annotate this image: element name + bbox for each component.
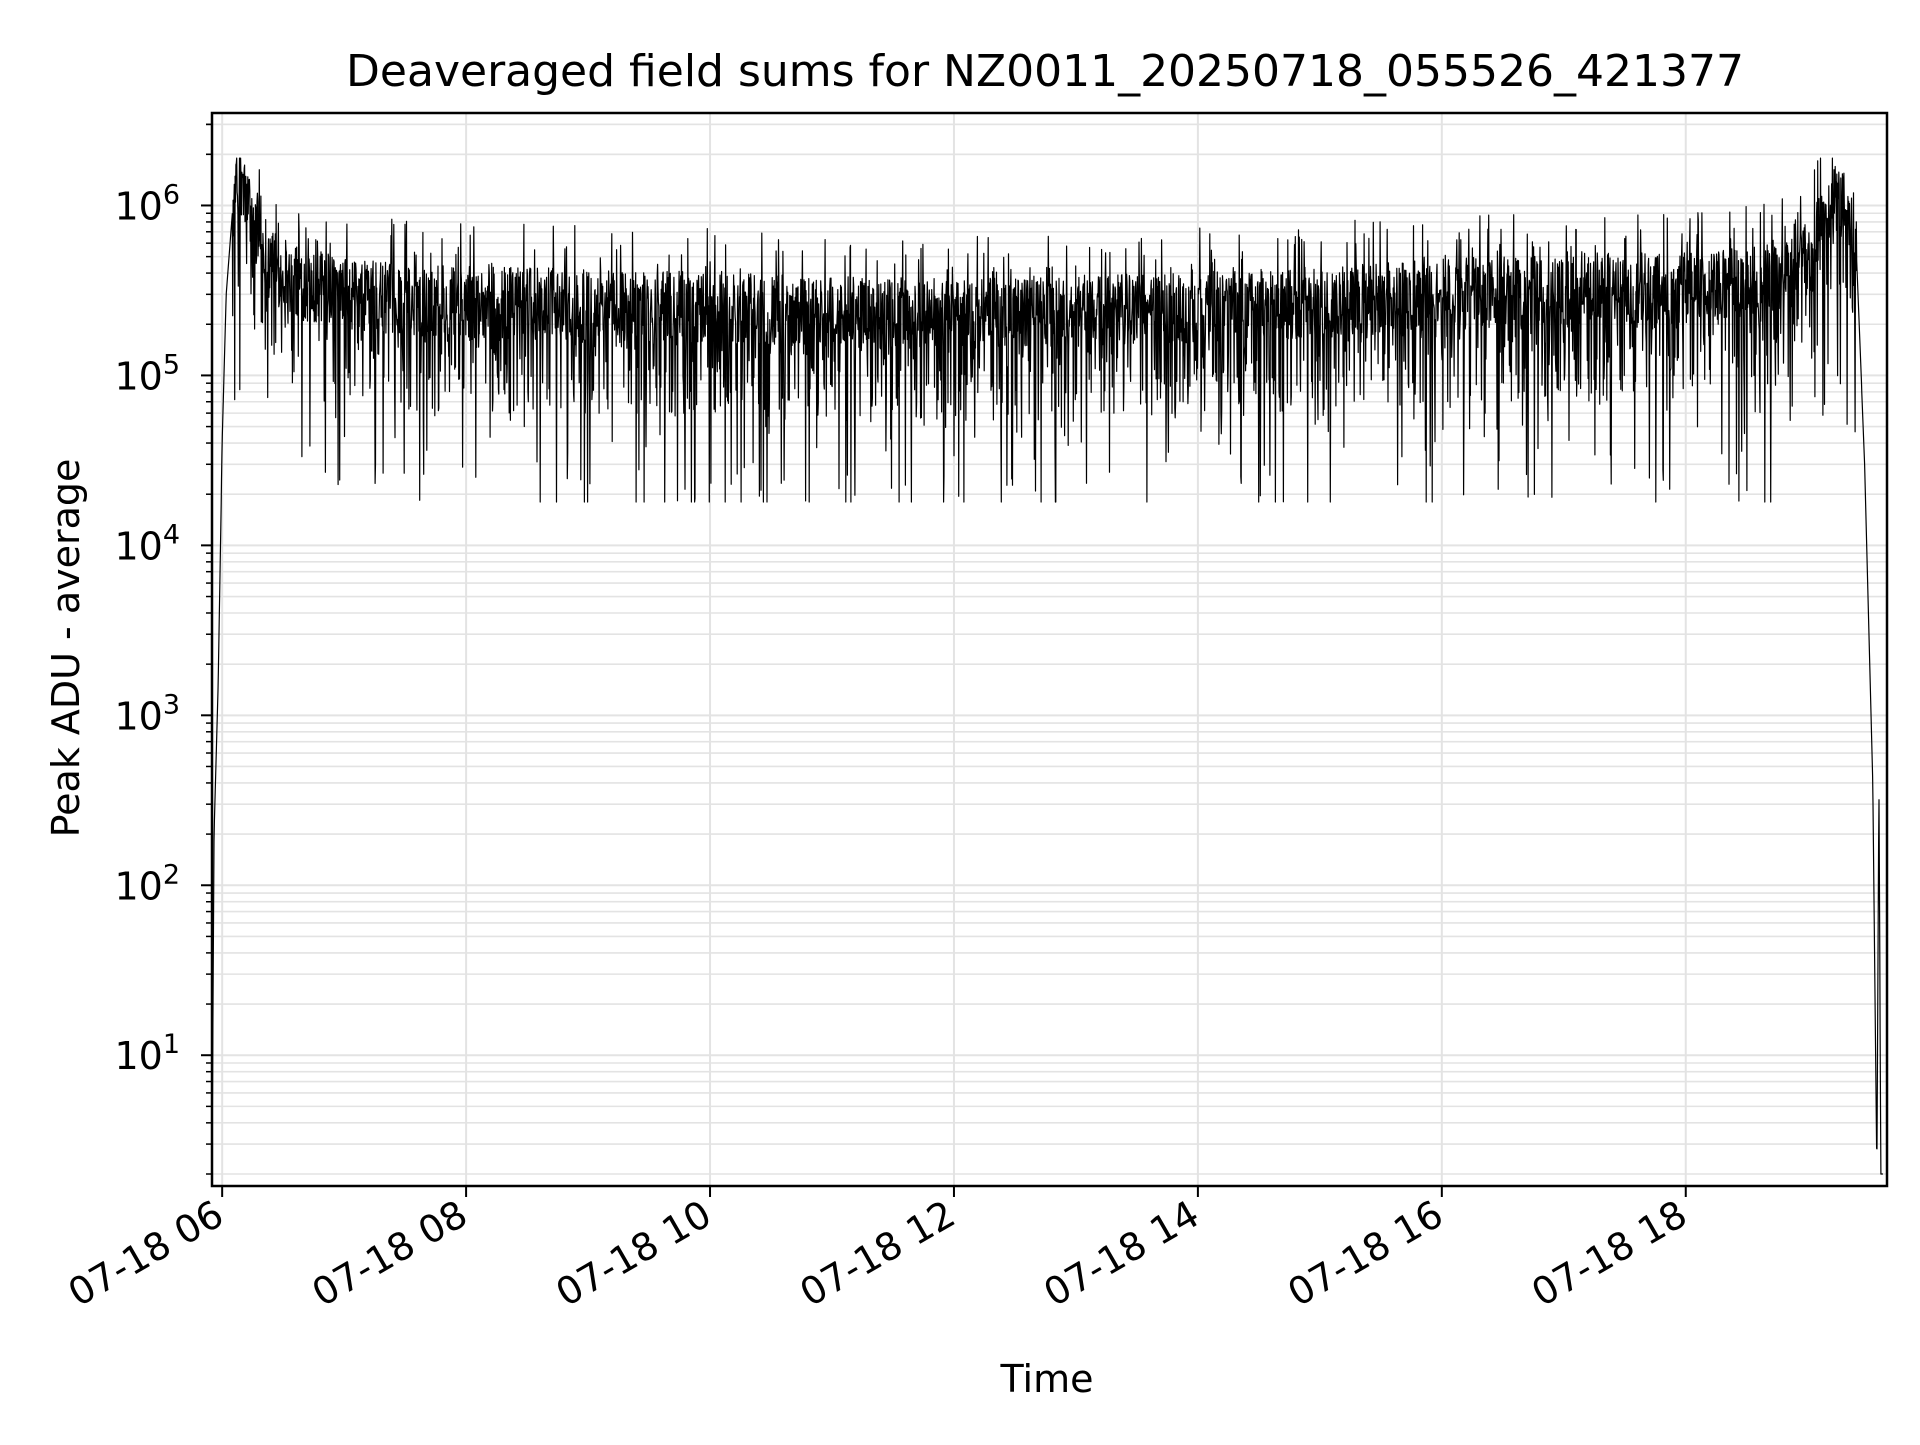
plot-area-frame [210, 111, 1889, 1188]
x-tick-label: 07-18 12 [792, 1192, 962, 1316]
y-tick-label: 101 [114, 1029, 180, 1078]
x-tick-label: 07-18 16 [1280, 1192, 1450, 1316]
x-tick-label: 07-18 14 [1036, 1192, 1206, 1316]
x-tick-label: 07-18 06 [61, 1192, 231, 1316]
y-tick-label: 105 [114, 349, 180, 398]
y-tick-label: 106 [114, 179, 180, 228]
x-tick-label: 07-18 10 [549, 1192, 719, 1316]
y-axis-label: Peak ADU - average [44, 459, 88, 838]
x-tick-label: 07-18 18 [1524, 1192, 1694, 1316]
x-axis-label: Time [1000, 1357, 1094, 1401]
series-line [211, 157, 1884, 1175]
y-tick-label: 104 [114, 519, 180, 568]
y-tick-label: 102 [114, 859, 180, 908]
chart-title: Deaveraged field sums for NZ0011_2025071… [346, 46, 1744, 97]
x-tick-label: 07-18 08 [305, 1192, 475, 1316]
y-tick-label: 103 [114, 689, 180, 738]
x-axis: 07-18 06 07-18 08 07-18 10 07-18 12 07-18 14… [61, 1186, 1694, 1316]
series-layer [211, 157, 1884, 1175]
y-axis: 101 102 103 104 105 106 [114, 123, 212, 1175]
